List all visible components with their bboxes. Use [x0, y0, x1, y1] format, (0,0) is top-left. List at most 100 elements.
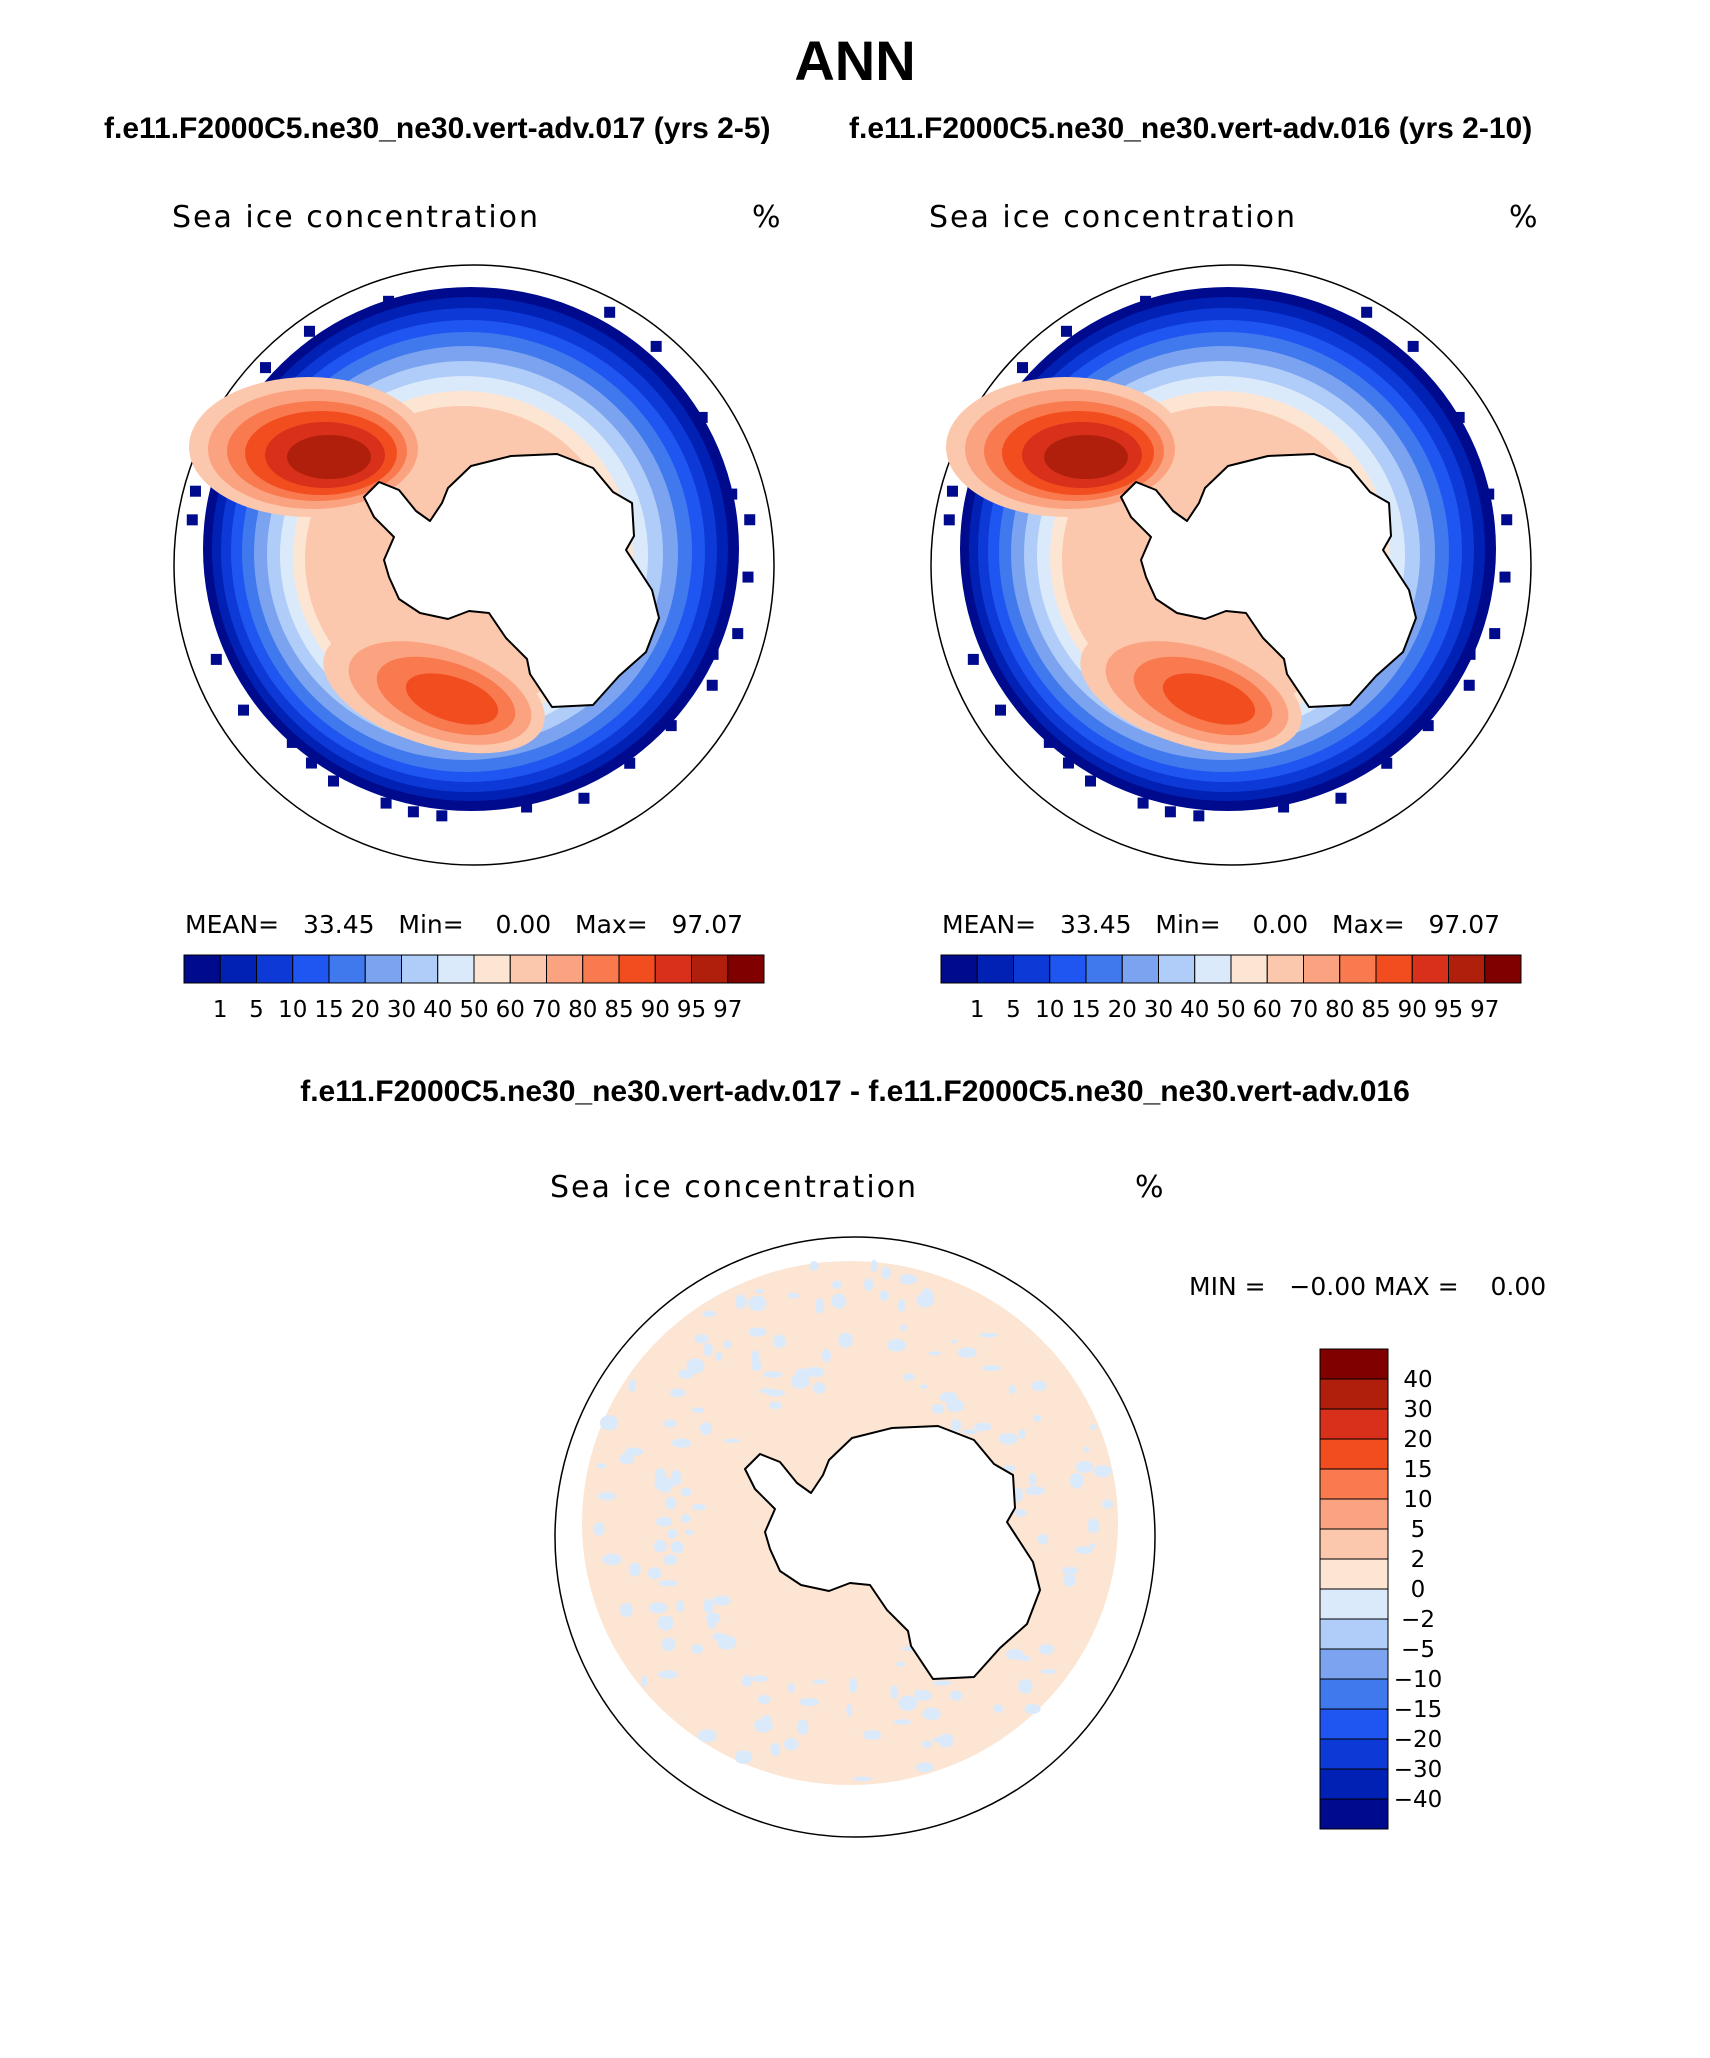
panel2-max-label: Max= [1332, 910, 1405, 939]
panel2-colorbar-tick-label: 20 [1108, 997, 1137, 1023]
panel2-colorbar-tick-label: 30 [1144, 997, 1173, 1023]
panel1-mean-label: MEAN= [185, 910, 280, 939]
panel3-colorbar-tick-label: −20 [1394, 1727, 1443, 1753]
panel2-colorbar-swatch-2 [976, 954, 1014, 984]
panel1-colorbar-swatch-7 [401, 954, 439, 984]
panel2-mean-label: MEAN= [942, 910, 1037, 939]
panel2-colorbar-swatch-16 [1484, 954, 1522, 984]
panel2-colorbar-tick-label: 50 [1216, 997, 1245, 1023]
panel1-min-value: 0.00 [495, 910, 552, 939]
case2-title: f.e11.F2000C5.ne30_ne30.vert-adv.016 (yr… [849, 112, 1533, 145]
panel3-colorbar-swatch-4 [1319, 1438, 1389, 1470]
panel3-colorbar-tick-label: 30 [1403, 1397, 1432, 1423]
panel2-colorbar-swatch-15 [1448, 954, 1486, 984]
panel3-colorbar-swatch-14 [1319, 1738, 1389, 1770]
panel3-colorbar-tick-label: 40 [1403, 1367, 1432, 1393]
panel3-colorbar-tick-label: −15 [1394, 1697, 1443, 1723]
panel1-colorbar-swatch-16 [727, 954, 765, 984]
panel2-variable: Sea ice concentration [929, 200, 1298, 235]
panel1-colorbar: 1 5 10 15 20 30 40 50 60 70 80 85 90 95 97 [183, 954, 765, 1023]
panel1-min-label: Min= [398, 910, 464, 939]
panel3-colorbar-swatch-11 [1319, 1648, 1389, 1680]
panel3-colorbar-tick-label: 0 [1411, 1577, 1426, 1603]
panel2-colorbar-swatch-10 [1266, 954, 1304, 984]
panel2-colorbar-swatch-4 [1049, 954, 1087, 984]
panel2-colorbar-tick-label: 60 [1253, 997, 1282, 1023]
panel1-stats: MEAN= 33.45 Min= 0.00 Max= 97.07 [185, 910, 743, 939]
panel2-units: % [1509, 200, 1540, 235]
panel3-min-label: MIN = [1189, 1272, 1266, 1301]
panel2-colorbar-swatch-11 [1303, 954, 1341, 984]
panel3-colorbar-tick-label: 2 [1411, 1547, 1426, 1573]
panel2-mean-value: 33.45 [1059, 910, 1132, 939]
panel2-polar-map [930, 264, 1532, 866]
panel1-max-label: Max= [575, 910, 648, 939]
panel1-colorbar-tick-label: 85 [604, 997, 633, 1023]
panel3-colorbar-tick-label: −40 [1394, 1787, 1443, 1813]
panel2-min-label: Min= [1155, 910, 1221, 939]
panel2-colorbar-tick-label: 15 [1071, 997, 1100, 1023]
panel1-antarctica-coastline [363, 453, 660, 708]
panel3-colorbar-swatch-1 [1319, 1348, 1389, 1380]
panel2-antarctica-coastline [1120, 453, 1417, 708]
panel2-weddell-sea-high-concentration [946, 377, 1186, 517]
panel1-colorbar-swatch-14 [654, 954, 692, 984]
panel1-colorbar-tick-label: 95 [677, 997, 706, 1023]
case1-title: f.e11.F2000C5.ne30_ne30.vert-adv.017 (yr… [104, 112, 771, 145]
panel2-colorbar-swatch-5 [1085, 954, 1123, 984]
panel3-colorbar-swatch-6 [1319, 1498, 1389, 1530]
panel1-max-value: 97.07 [671, 910, 744, 939]
panel1-colorbar-tick-label: 90 [641, 997, 670, 1023]
panel1-colorbar-tick-label: 10 [278, 997, 307, 1023]
panel1-colorbar-swatch-5 [328, 954, 366, 984]
panel3-variable: Sea ice concentration [550, 1170, 919, 1205]
panel2-min-value: 0.00 [1252, 910, 1309, 939]
panel3-colorbar-tick-label: 15 [1403, 1457, 1432, 1483]
panel2-colorbar-swatch-8 [1194, 954, 1232, 984]
panel3-colorbar-swatch-10 [1319, 1618, 1389, 1650]
panel2-colorbar-swatch-14 [1411, 954, 1449, 984]
panel2-colorbar: 1 5 10 15 20 30 40 50 60 70 80 85 90 95 97 [940, 954, 1522, 1023]
panel3-colorbar-tick-label: 10 [1403, 1487, 1432, 1513]
panel1-colorbar-swatch-4 [292, 954, 330, 984]
panel3-colorbar-swatch-15 [1319, 1768, 1389, 1800]
panel3-colorbar-swatch-3 [1319, 1408, 1389, 1440]
panel1-colorbar-swatch-11 [546, 954, 584, 984]
panel1-colorbar-tick-label: 30 [387, 997, 416, 1023]
panel2-colorbar-tick-label: 10 [1035, 997, 1064, 1023]
panel3-colorbar-swatch-16 [1319, 1798, 1389, 1830]
panel3-stats: MIN = −0.00 MAX = 0.00 [1189, 1272, 1546, 1301]
panel3-small-negative-speckles [593, 1259, 1114, 1782]
panel1-colorbar-tick-label: 97 [713, 997, 742, 1023]
panel2-colorbar-swatch-7 [1158, 954, 1196, 984]
panel3-colorbar-swatch-12 [1319, 1678, 1389, 1710]
panel1-colorbar-tick-label: 15 [314, 997, 343, 1023]
panel1-units: % [752, 200, 783, 235]
panel1-colorbar-swatch-9 [473, 954, 511, 984]
figure-title: ANN [794, 29, 916, 92]
panel1-colorbar-swatch-12 [582, 954, 620, 984]
panel3-antarctica-coastline [744, 1425, 1041, 1680]
panel1-colorbar-tick-label: 80 [568, 997, 597, 1023]
panel2-colorbar-swatch-1 [940, 954, 978, 984]
panel3-units: % [1135, 1170, 1166, 1205]
panel1-colorbar-tick-label: 1 [213, 997, 228, 1023]
panel3-colorbar-tick-label: −10 [1394, 1667, 1443, 1693]
panel1-colorbar-swatch-3 [256, 954, 294, 984]
panel1-colorbar-tick-label: 70 [532, 997, 561, 1023]
panel2-colorbar-swatch-13 [1375, 954, 1413, 984]
panel3-polar-map [554, 1236, 1156, 1838]
panel1-colorbar-swatch-8 [437, 954, 475, 984]
panel1-colorbar-tick-label: 5 [249, 997, 264, 1023]
panel2-ross-sea-high-concentration [1080, 626, 1302, 754]
panel2-colorbar-tick-label: 90 [1398, 997, 1427, 1023]
panel3-colorbar-tick-label: −30 [1394, 1757, 1443, 1783]
panel3-min-value: −0.00 [1289, 1272, 1367, 1301]
panel3-colorbar-swatch-7 [1319, 1528, 1389, 1560]
panel1-ross-sea-high-concentration [323, 626, 545, 754]
panel1-colorbar-tick-label: 20 [351, 997, 380, 1023]
panel3-max-label: MAX = [1373, 1272, 1459, 1301]
panel3-colorbar-tick-label: −2 [1401, 1607, 1435, 1633]
panel1-colorbar-tick-label: 50 [459, 997, 488, 1023]
panel2-colorbar-tick-label: 95 [1434, 997, 1463, 1023]
